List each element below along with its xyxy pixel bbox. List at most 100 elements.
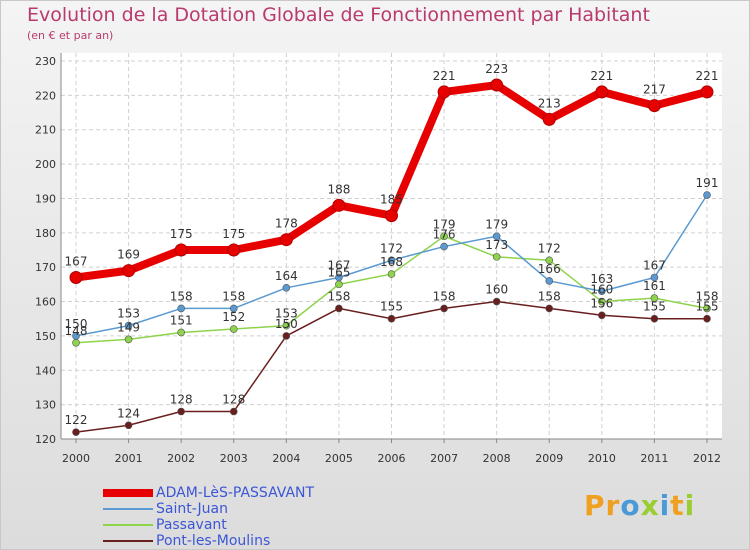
x-tick-label: 2005 (325, 452, 353, 465)
data-label: 149 (117, 320, 140, 334)
y-tick-label: 170 (35, 261, 56, 274)
logo-letter: P (584, 489, 606, 522)
data-label: 188 (327, 182, 350, 196)
data-label: 160 (485, 283, 508, 297)
data-point (545, 304, 554, 313)
data-label: 128 (170, 393, 193, 407)
y-tick-label: 130 (35, 399, 56, 412)
x-tick-label: 2008 (483, 452, 511, 465)
data-label: 167 (327, 258, 350, 272)
data-label: 160 (590, 283, 613, 297)
data-point (124, 335, 133, 344)
data-point (440, 242, 448, 251)
data-label: 153 (275, 307, 298, 321)
data-point (229, 407, 238, 416)
data-label: 175 (222, 227, 245, 241)
data-label: 158 (327, 289, 350, 303)
legend-swatch-saint-juan (103, 508, 153, 510)
data-point (598, 297, 606, 306)
data-label: 217 (643, 83, 666, 97)
data-point (545, 256, 554, 265)
data-point (69, 270, 83, 284)
data-label: 178 (275, 217, 298, 231)
data-label: 164 (275, 269, 298, 283)
x-tick-label: 2007 (430, 452, 458, 465)
data-point (440, 304, 448, 313)
data-point (122, 264, 136, 278)
data-label: 148 (65, 324, 88, 338)
data-label: 163 (590, 272, 613, 286)
data-point (282, 332, 291, 340)
logo-letter: t (670, 489, 685, 522)
data-point (650, 294, 659, 302)
data-point (598, 287, 606, 296)
data-point (490, 78, 504, 92)
y-tick-label: 160 (35, 296, 56, 309)
data-label: 155 (643, 300, 666, 314)
logo-letter: i (684, 489, 696, 522)
data-point (703, 314, 711, 323)
data-point (492, 253, 501, 261)
data-label: 172 (538, 241, 561, 255)
y-tick-label: 120 (35, 433, 56, 446)
data-label: 158 (433, 289, 456, 303)
data-label: 153 (117, 307, 140, 321)
data-label: 169 (117, 248, 140, 262)
logo-letter: r (605, 489, 621, 522)
data-point (492, 232, 501, 241)
y-tick-label: 190 (35, 192, 56, 205)
data-point (282, 283, 291, 292)
legend-label-adam: ADAM-LèS-PASSAVANT (156, 485, 315, 501)
data-point (177, 304, 185, 313)
data-label: 152 (222, 310, 245, 324)
data-point (598, 311, 606, 320)
data-point (282, 321, 291, 330)
x-tick-label: 2006 (378, 452, 406, 465)
data-label: 158 (170, 289, 193, 303)
data-label: 158 (222, 289, 245, 303)
data-label: 151 (170, 313, 193, 327)
data-label: 223 (485, 62, 508, 76)
data-point (124, 321, 133, 330)
data-label: 173 (485, 238, 508, 252)
x-tick-label: 2003 (220, 452, 248, 465)
data-point (72, 332, 80, 340)
chart-title: Evolution de la Dotation Globale de Fonc… (27, 4, 650, 26)
data-point (492, 297, 501, 306)
proxiti-logo[interactable]: Proxiti (584, 489, 695, 522)
logo-letter: o (620, 489, 641, 522)
data-label: 185 (380, 193, 403, 207)
data-label: 213 (538, 96, 561, 110)
data-label: 122 (65, 413, 88, 427)
legend-swatch-adam (103, 489, 153, 497)
data-label: 179 (485, 217, 508, 231)
data-point (545, 277, 554, 285)
y-tick-label: 210 (35, 124, 56, 137)
data-point (229, 325, 238, 333)
data-label: 167 (643, 258, 666, 272)
data-label: 156 (590, 296, 613, 310)
data-point (703, 191, 711, 199)
data-label: 166 (538, 262, 561, 276)
data-point (542, 112, 556, 126)
data-point (387, 270, 396, 278)
data-label: 158 (538, 289, 561, 303)
data-point (437, 85, 451, 99)
data-point (72, 338, 80, 347)
data-label: 175 (170, 227, 193, 241)
data-point (647, 99, 661, 113)
y-tick-label: 230 (35, 55, 56, 68)
data-point (387, 256, 396, 265)
legend-label-pont-les-moulins: Pont-les-Moulins (156, 533, 271, 549)
data-point (72, 428, 80, 436)
data-point (385, 209, 398, 223)
y-tick-label: 220 (35, 89, 56, 102)
data-point (335, 273, 343, 282)
chart-subtitle: (en € et par an) (27, 29, 114, 42)
data-label: 155 (380, 300, 403, 314)
x-tick-label: 2002 (167, 452, 195, 465)
data-point (174, 243, 188, 257)
legend-swatch-pont-les-moulins (103, 540, 153, 542)
data-label: 161 (643, 279, 666, 293)
